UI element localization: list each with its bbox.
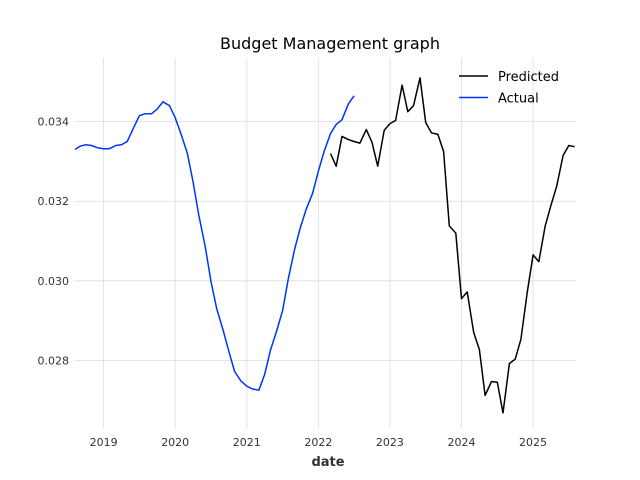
y-tick-label: 0.034 bbox=[38, 116, 70, 129]
x-tick-label: 2025 bbox=[519, 436, 547, 449]
series-line-predicted bbox=[329, 77, 575, 414]
series-lines bbox=[74, 77, 575, 414]
series-line-actual bbox=[74, 95, 355, 391]
legend-label-predicted: Predicted bbox=[498, 70, 559, 85]
legend: Predicted Actual bbox=[459, 70, 559, 107]
chart-title: Budget Management graph bbox=[220, 34, 440, 53]
x-axis-label: date bbox=[311, 455, 344, 470]
legend-label-actual: Actual bbox=[498, 92, 539, 107]
x-tick-label: 2019 bbox=[90, 436, 118, 449]
y-tick-label: 0.028 bbox=[38, 354, 70, 367]
y-tick-label: 0.032 bbox=[38, 195, 70, 208]
x-tick-label: 2020 bbox=[161, 436, 189, 449]
x-tick-label: 2022 bbox=[304, 436, 332, 449]
x-tick-label: 2023 bbox=[376, 436, 404, 449]
y-tick-label: 0.030 bbox=[38, 275, 70, 288]
x-tick-label: 2021 bbox=[233, 436, 261, 449]
tick-labels: 2019 2020 2021 2022 2023 2024 2025 0.028 0.030 0.… bbox=[38, 116, 548, 449]
x-tick-label: 2024 bbox=[447, 436, 475, 449]
